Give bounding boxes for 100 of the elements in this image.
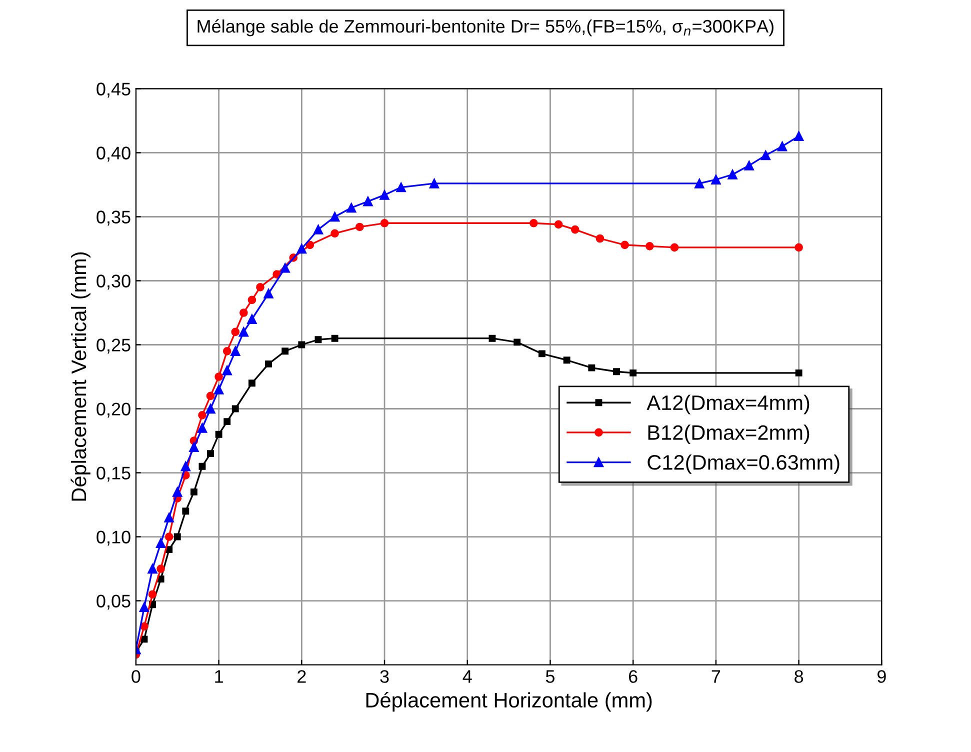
point	[214, 384, 224, 394]
point	[157, 576, 164, 582]
x-tick-label: 1	[215, 670, 223, 683]
y-tick-label: 0,10	[96, 530, 130, 546]
point	[613, 368, 620, 376]
point	[222, 346, 232, 356]
x-tick-label: 7	[712, 670, 720, 683]
y-tick-label: 0,25	[96, 338, 130, 354]
point	[198, 462, 206, 470]
y-tick-label: 0,30	[96, 274, 130, 290]
y-tick-label: 0,20	[96, 402, 130, 418]
y-tick-label: 0,35	[96, 210, 130, 226]
point	[380, 218, 389, 228]
point	[777, 141, 788, 152]
point	[256, 282, 264, 292]
point	[670, 243, 679, 252]
point	[429, 178, 440, 188]
point	[164, 512, 174, 522]
point	[331, 334, 338, 342]
point	[529, 218, 538, 228]
point	[694, 178, 704, 188]
point	[313, 224, 324, 234]
point	[563, 356, 570, 364]
point	[247, 314, 257, 324]
point	[239, 308, 248, 317]
point	[190, 488, 198, 496]
x-tick-label: 8	[794, 670, 804, 683]
point	[156, 538, 166, 548]
point	[596, 234, 604, 243]
point	[280, 263, 290, 273]
x-tick-label: 9	[877, 670, 886, 683]
y-tick-label: 0,15	[96, 466, 130, 482]
point	[554, 220, 563, 229]
point	[224, 418, 231, 426]
point	[139, 602, 150, 612]
point	[314, 336, 322, 344]
point	[248, 380, 256, 387]
point	[230, 346, 240, 356]
point	[488, 334, 496, 342]
point	[282, 348, 289, 355]
point	[189, 442, 199, 452]
point	[156, 564, 165, 573]
y-tick-label: 0,45	[96, 82, 130, 98]
point	[238, 327, 249, 337]
point	[232, 405, 239, 412]
legend-label: A12(Dmax=4mm)	[646, 394, 810, 414]
point	[330, 212, 340, 222]
point	[180, 461, 191, 472]
point	[222, 365, 232, 376]
point	[538, 350, 546, 358]
point	[760, 150, 771, 160]
point	[206, 392, 215, 400]
y-tick-label: 0,40	[96, 146, 130, 162]
x-tick-label: 6	[628, 670, 638, 683]
x-tick-label: 2	[298, 670, 306, 683]
point	[363, 196, 373, 206]
point	[744, 160, 754, 170]
point	[346, 202, 356, 213]
point	[215, 430, 222, 438]
point	[296, 244, 307, 254]
point	[630, 369, 637, 376]
point	[265, 360, 272, 368]
point	[182, 508, 190, 515]
point	[197, 423, 208, 433]
point	[172, 487, 182, 497]
y-axis-title: Déplacement Vertical (mm)	[70, 252, 90, 501]
point	[207, 450, 214, 458]
point	[794, 131, 804, 141]
point	[728, 170, 738, 180]
point	[645, 242, 654, 250]
point	[140, 622, 148, 631]
chart-title: Mélange sable de Zemmouri-bentonite Dr= 55%,(FB=15%, σ$_{n}$=300KPA)	[198, 19, 774, 36]
legend-label: C12(Dmax=0.63mm)	[648, 454, 840, 474]
point	[298, 341, 306, 348]
x-tick-label: 3	[380, 670, 389, 683]
point	[248, 296, 256, 304]
x-tick-label: 0	[132, 670, 140, 683]
point	[795, 369, 802, 376]
legend-label: B12(Dmax=2mm)	[648, 424, 810, 444]
x-axis-title: Déplacement Horizontale (mm)	[366, 692, 652, 712]
point	[588, 364, 596, 372]
point	[148, 590, 157, 599]
point	[711, 174, 721, 184]
point	[214, 372, 223, 381]
point	[330, 229, 339, 238]
point	[148, 564, 158, 574]
point	[264, 288, 274, 298]
point	[620, 240, 629, 250]
point	[306, 240, 314, 250]
point	[355, 222, 364, 232]
point	[198, 410, 206, 420]
point	[396, 182, 406, 192]
y-tick-label: 0,05	[96, 594, 130, 610]
point	[794, 243, 803, 252]
point	[231, 328, 240, 336]
point	[140, 636, 148, 643]
point	[164, 532, 174, 541]
point	[174, 533, 181, 540]
point	[514, 338, 521, 346]
point	[206, 404, 216, 414]
